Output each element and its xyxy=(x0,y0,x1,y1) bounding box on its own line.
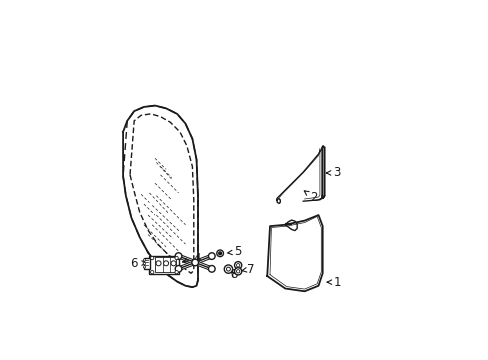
Circle shape xyxy=(216,250,223,257)
Text: 4: 4 xyxy=(182,252,201,265)
Circle shape xyxy=(191,259,198,266)
Circle shape xyxy=(175,266,182,272)
Circle shape xyxy=(150,270,154,274)
Text: 1: 1 xyxy=(326,276,341,289)
Circle shape xyxy=(143,266,145,268)
Circle shape xyxy=(175,253,182,260)
Text: 8: 8 xyxy=(230,268,238,281)
Circle shape xyxy=(175,256,178,260)
Circle shape xyxy=(234,268,241,275)
Circle shape xyxy=(175,270,178,274)
Circle shape xyxy=(150,256,154,260)
Text: 6: 6 xyxy=(130,257,146,270)
Text: 2: 2 xyxy=(304,191,317,204)
Circle shape xyxy=(218,252,221,255)
Circle shape xyxy=(143,262,145,265)
Bar xyxy=(149,256,178,274)
Circle shape xyxy=(143,259,145,261)
Bar xyxy=(155,257,175,272)
Text: 7: 7 xyxy=(241,262,254,276)
Circle shape xyxy=(208,253,215,260)
Circle shape xyxy=(208,266,215,272)
Text: 3: 3 xyxy=(325,166,340,179)
Circle shape xyxy=(236,270,239,273)
Circle shape xyxy=(156,261,161,266)
Circle shape xyxy=(224,265,232,273)
Circle shape xyxy=(226,267,230,271)
Circle shape xyxy=(236,264,239,267)
Circle shape xyxy=(171,261,176,266)
Text: 5: 5 xyxy=(227,246,241,258)
Circle shape xyxy=(234,262,241,269)
Bar xyxy=(143,258,150,269)
Circle shape xyxy=(163,261,168,266)
